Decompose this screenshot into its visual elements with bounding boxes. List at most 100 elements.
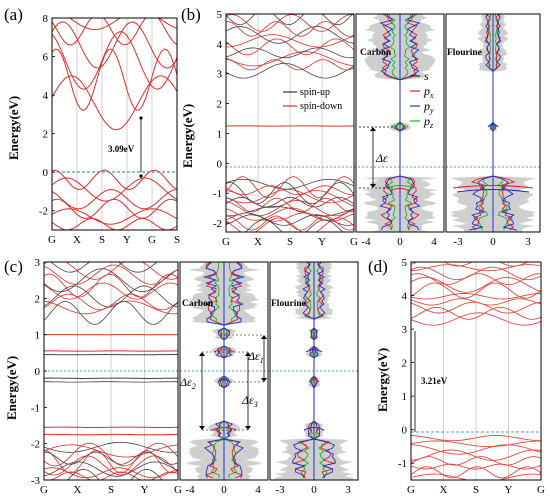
band-line: [52, 18, 177, 46]
band-line: [411, 456, 541, 466]
band-line: [50, 262, 158, 273]
band-line: [411, 435, 541, 442]
band-line: [411, 440, 541, 448]
panel-b-carbon-label: Carbon: [360, 48, 392, 58]
band-line: [226, 189, 354, 204]
band-line: [44, 264, 178, 285]
band-line: [226, 47, 354, 59]
c-carbon-xtick-2: 4: [255, 484, 261, 496]
orbital-curve-left: [469, 14, 494, 231]
x-tick-label-4: G: [148, 234, 156, 246]
panel-a-vbm-dot: [139, 174, 143, 178]
dos-peak: [213, 348, 235, 353]
c-flourine-xtick-2: 3: [345, 484, 351, 496]
band-line: [226, 21, 354, 37]
delta2-main: Δε: [179, 375, 192, 389]
panel-b-band-frame: [225, 13, 355, 233]
band-line: [245, 219, 344, 232]
panel-b-carbon-frame: [355, 13, 445, 233]
orbital-curve-left: [379, 14, 401, 231]
panel-a-cbm-dot: [139, 116, 143, 120]
legend-label-py-sub: y: [429, 106, 434, 115]
band-line: [44, 300, 178, 315]
legend-label-px-main: p: [423, 84, 430, 98]
panel-d: (d) Energy(eV) -1 0 1 2 3 4 5 G X S Y G 3.21eV: [368, 257, 545, 496]
panel-b-spin-legend: spin-up spin-down: [283, 87, 342, 112]
panel-c-ylabel: Energy(eV): [4, 356, 19, 420]
c-flourine-xtick-1: 0: [311, 484, 317, 496]
band-line: [52, 169, 177, 191]
x-tick-label-2: S: [99, 234, 105, 246]
band-line: [44, 442, 178, 467]
panel-b-delta-epsilon: Δε: [359, 126, 394, 189]
panel-b-ylabel: Energy(eV): [180, 104, 195, 168]
x-tick-label-0: G: [48, 234, 56, 246]
legend-label-pz-sub: z: [429, 121, 434, 130]
delta2-label: Δε2: [179, 375, 196, 391]
delta3-sub: 3: [253, 400, 258, 409]
band-line: [52, 208, 177, 225]
panel-c-flourine-label: Flourine: [271, 299, 306, 309]
c-carbon-xtick-1: 0: [221, 484, 227, 496]
y-tick-label-3: 1: [217, 128, 223, 140]
band-line: [226, 59, 354, 71]
orbital-curve-left: [202, 262, 226, 479]
band-line: [226, 182, 354, 205]
band-line: [226, 205, 354, 217]
y-tick-label-4: 1: [35, 330, 41, 342]
panel-tag-c: (c): [4, 257, 23, 276]
panel-a-ylabel: Energy(eV): [6, 96, 21, 160]
band-line: [44, 273, 178, 298]
band-line: [226, 62, 354, 79]
dos-peak: [389, 187, 411, 192]
x-tick-label-0: G: [222, 236, 230, 248]
dos-peak: [217, 378, 231, 383]
legend-label-s: s: [424, 69, 429, 83]
x-tick-label-1: X: [73, 234, 81, 246]
dos-peak: [385, 184, 415, 189]
band-line: [411, 473, 541, 480]
panel-tag-b: (b): [181, 5, 201, 24]
y-tick-label-2: 1: [402, 391, 408, 403]
band-line: [226, 215, 354, 231]
panel-d-ylabel: Energy(eV): [375, 348, 390, 412]
dos-peak: [305, 348, 323, 353]
delta1-sub: 1: [260, 356, 264, 365]
y-tick-label-1: -1: [213, 188, 222, 200]
panel-c-carbon-frame: [179, 261, 269, 481]
x-tick-label-2: S: [473, 484, 479, 496]
band-line: [226, 185, 354, 196]
legend-label-spin-down: spin-down: [300, 101, 342, 112]
band-line: [411, 262, 529, 267]
band-line: [52, 48, 177, 112]
b-carbon-xtick-0: -4: [361, 236, 371, 248]
y-tick-label-6: 4: [217, 39, 223, 51]
band-line: [52, 188, 177, 210]
band-line: [411, 298, 541, 306]
band-line: [226, 196, 354, 208]
dos-peak: [456, 188, 530, 193]
delta2-sub: 2: [192, 382, 196, 391]
x-tick-label-5: S: [174, 234, 180, 246]
x-tick-label-4: G: [174, 484, 182, 496]
x-tick-label-2: S: [287, 236, 293, 248]
band-line: [226, 197, 354, 213]
x-tick-label-3: Y: [318, 236, 326, 248]
dos-peak: [308, 378, 320, 383]
b-flourine-xtick-0: -3: [453, 236, 463, 248]
x-tick-label-2: S: [108, 484, 114, 496]
y-tick-label-3: 0: [35, 366, 41, 378]
panel-d-gap-label: 3.21eV: [421, 376, 448, 386]
x-tick-label-4: G: [350, 236, 358, 248]
band-line: [226, 38, 354, 56]
panel-tag-d: (d): [368, 257, 388, 276]
panel-c-carbon-label: Carbon: [182, 299, 214, 309]
legend-label-px-sub: x: [429, 91, 434, 100]
delta1-label: Δε1: [247, 349, 264, 365]
band-line: [44, 377, 178, 379]
c-flourine-xtick-0: -3: [275, 484, 285, 496]
x-tick-label-4: G: [537, 484, 545, 496]
y-tick-label-5: 8: [43, 13, 49, 25]
